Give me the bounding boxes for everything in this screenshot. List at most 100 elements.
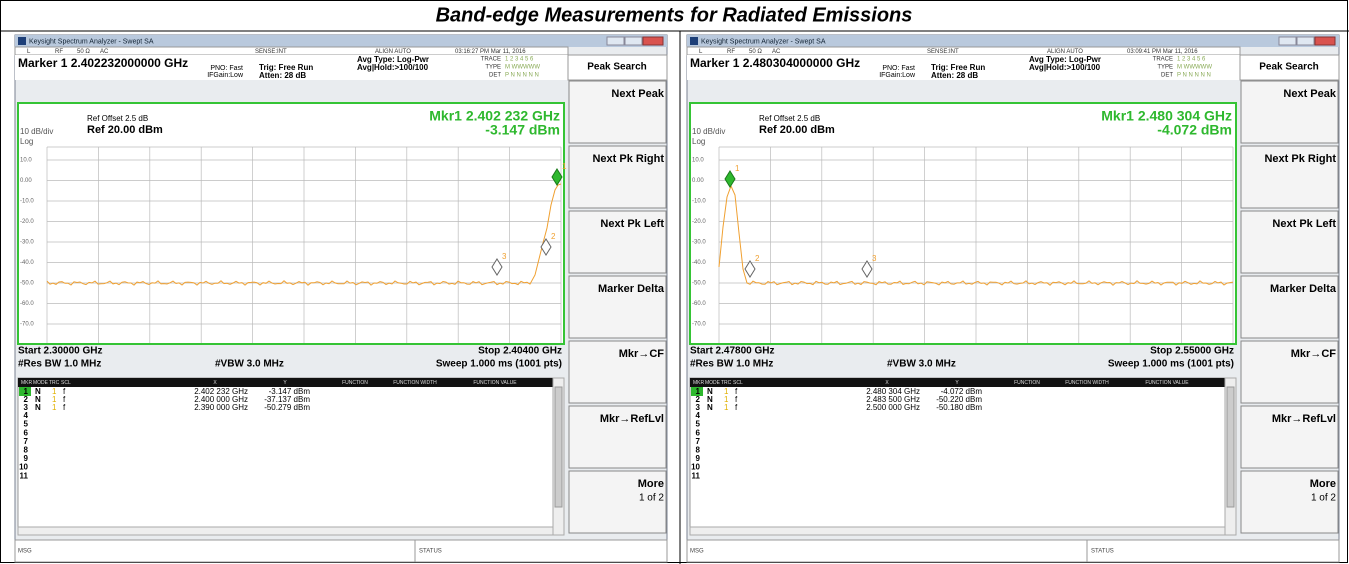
table-header: Y	[283, 380, 287, 386]
table-cell: 1	[52, 387, 57, 396]
trace-info: 1 2 3 4 5 6	[1177, 57, 1206, 63]
status-label: STATUS	[1091, 549, 1114, 555]
table-cell: N	[35, 387, 41, 396]
table-header: FUNCTION VALUE	[1145, 380, 1189, 386]
softkey-menu-title: Peak Search	[1259, 62, 1319, 73]
y-axis-label: -50.0	[692, 281, 706, 287]
scale: 10 dB/div	[20, 127, 53, 136]
status-item: SENSE:INT	[255, 49, 287, 55]
window-title: Keysight Spectrum Analyzer - Swept SA	[701, 38, 826, 45]
start-frequency: Start 2.47800 GHz	[690, 346, 775, 357]
table-cell: 1	[52, 403, 57, 412]
graph-frame	[17, 102, 565, 345]
trace-info: M WWWWW	[1177, 65, 1212, 71]
maximize-button[interactable]	[624, 36, 643, 46]
marker-diamond	[724, 170, 736, 188]
softkey-title-bg	[1239, 54, 1340, 81]
marker-readout: Marker 1 2.402232000000 GHz	[18, 56, 188, 70]
softkey-button[interactable]	[568, 210, 667, 274]
trace-info: DET	[1161, 73, 1173, 79]
setting: Trig: Free Run	[259, 63, 313, 72]
status-item: 03:09:41 PM Mar 11, 2016	[1127, 49, 1198, 55]
table-cell: 3	[696, 403, 701, 412]
softkey-label: Next Peak	[1283, 88, 1336, 100]
softkey-button[interactable]	[568, 340, 667, 404]
status-item: RF	[55, 49, 63, 55]
softkey-button[interactable]	[568, 145, 667, 209]
softkey-label: Marker Delta	[1270, 283, 1337, 295]
softkey-label: Mkr→CF	[1291, 348, 1337, 360]
marker-table	[17, 377, 565, 536]
softkey-button[interactable]	[1240, 470, 1339, 534]
softkey-button[interactable]	[568, 405, 667, 469]
vbw: #VBW 3.0 MHz	[215, 359, 284, 370]
table-cell: -50.180 dBm	[936, 403, 982, 412]
status-item: AC	[772, 49, 781, 55]
table-row-number: 6	[696, 428, 701, 437]
table-header: MKR	[693, 380, 705, 386]
marker-number: 3	[872, 254, 877, 263]
marker-row	[687, 55, 1240, 80]
row-highlight	[691, 387, 703, 396]
table-header: MODE	[705, 380, 721, 386]
trace-info: TYPE	[485, 65, 501, 71]
table-header: FUNCTION	[1014, 380, 1040, 386]
table-cell: 2.400 000 GHz	[194, 395, 248, 404]
graph-frame	[689, 102, 1237, 345]
table-row-number: 10	[19, 463, 28, 472]
softkey-sublabel: 1 of 2	[639, 493, 664, 504]
close-button[interactable]	[1314, 36, 1336, 46]
setting: Atten: 28 dB	[259, 71, 306, 80]
marker-diamond	[540, 238, 552, 256]
y-axis-label: -30.0	[20, 240, 34, 246]
scroll-thumb[interactable]	[1226, 386, 1235, 508]
setting: Avg Type: Log-Pwr	[357, 55, 429, 64]
softkey-button[interactable]	[1240, 405, 1339, 469]
table-header: X	[885, 380, 889, 386]
hscrollbar	[689, 526, 1226, 536]
table-cell: 1	[696, 387, 701, 396]
trace-info: DET	[489, 73, 501, 79]
msg-label: MSG	[690, 549, 704, 555]
start-frequency: Start 2.30000 GHz	[18, 346, 103, 357]
scroll-thumb[interactable]	[554, 386, 563, 508]
table-cell: f	[63, 403, 66, 412]
softkey-label: Next Pk Right	[592, 153, 664, 165]
softkey-button[interactable]	[568, 80, 667, 144]
table-cell: -50.220 dBm	[936, 395, 982, 404]
close-button[interactable]	[642, 36, 664, 46]
app-icon	[18, 37, 26, 45]
title-bar	[15, 35, 667, 47]
trace-info: M WWWWW	[505, 65, 540, 71]
setting: Avg|Hold:>100/100	[1029, 63, 1101, 72]
hscrollbar	[17, 526, 554, 536]
y-axis-label: -60.0	[692, 301, 706, 307]
minimize-button[interactable]	[1278, 36, 1297, 46]
trace-info: TRACE	[481, 57, 501, 63]
maximize-button[interactable]	[1296, 36, 1315, 46]
softkey-button[interactable]	[1240, 80, 1339, 144]
minimize-button[interactable]	[606, 36, 625, 46]
table-row-number: 8	[696, 446, 701, 455]
trace-info: 1 2 3 4 5 6	[505, 57, 534, 63]
message-bar	[14, 539, 668, 563]
marker-number: 2	[551, 232, 556, 241]
table-cell: 3	[24, 403, 29, 412]
softkey-sublabel: 1 of 2	[1311, 493, 1336, 504]
table-header-bg	[18, 378, 553, 387]
softkey-button[interactable]	[1240, 275, 1339, 339]
table-row-number: 7	[24, 437, 29, 446]
softkey-button[interactable]	[1240, 145, 1339, 209]
softkey-button[interactable]	[568, 275, 667, 339]
table-row-number: 9	[696, 454, 701, 463]
page-title: Band-edge Measurements for Radiated Emis…	[436, 4, 913, 26]
softkey-button[interactable]	[1240, 340, 1339, 404]
trace	[718, 184, 1234, 286]
ref-offset: Ref Offset 2.5 dB	[87, 114, 148, 123]
table-cell: N	[35, 395, 41, 404]
trace-info: TYPE	[1157, 65, 1173, 71]
table-cell: N	[707, 395, 713, 404]
softkey-button[interactable]	[568, 470, 667, 534]
softkey-button[interactable]	[1240, 210, 1339, 274]
marker-diamond	[744, 260, 756, 278]
